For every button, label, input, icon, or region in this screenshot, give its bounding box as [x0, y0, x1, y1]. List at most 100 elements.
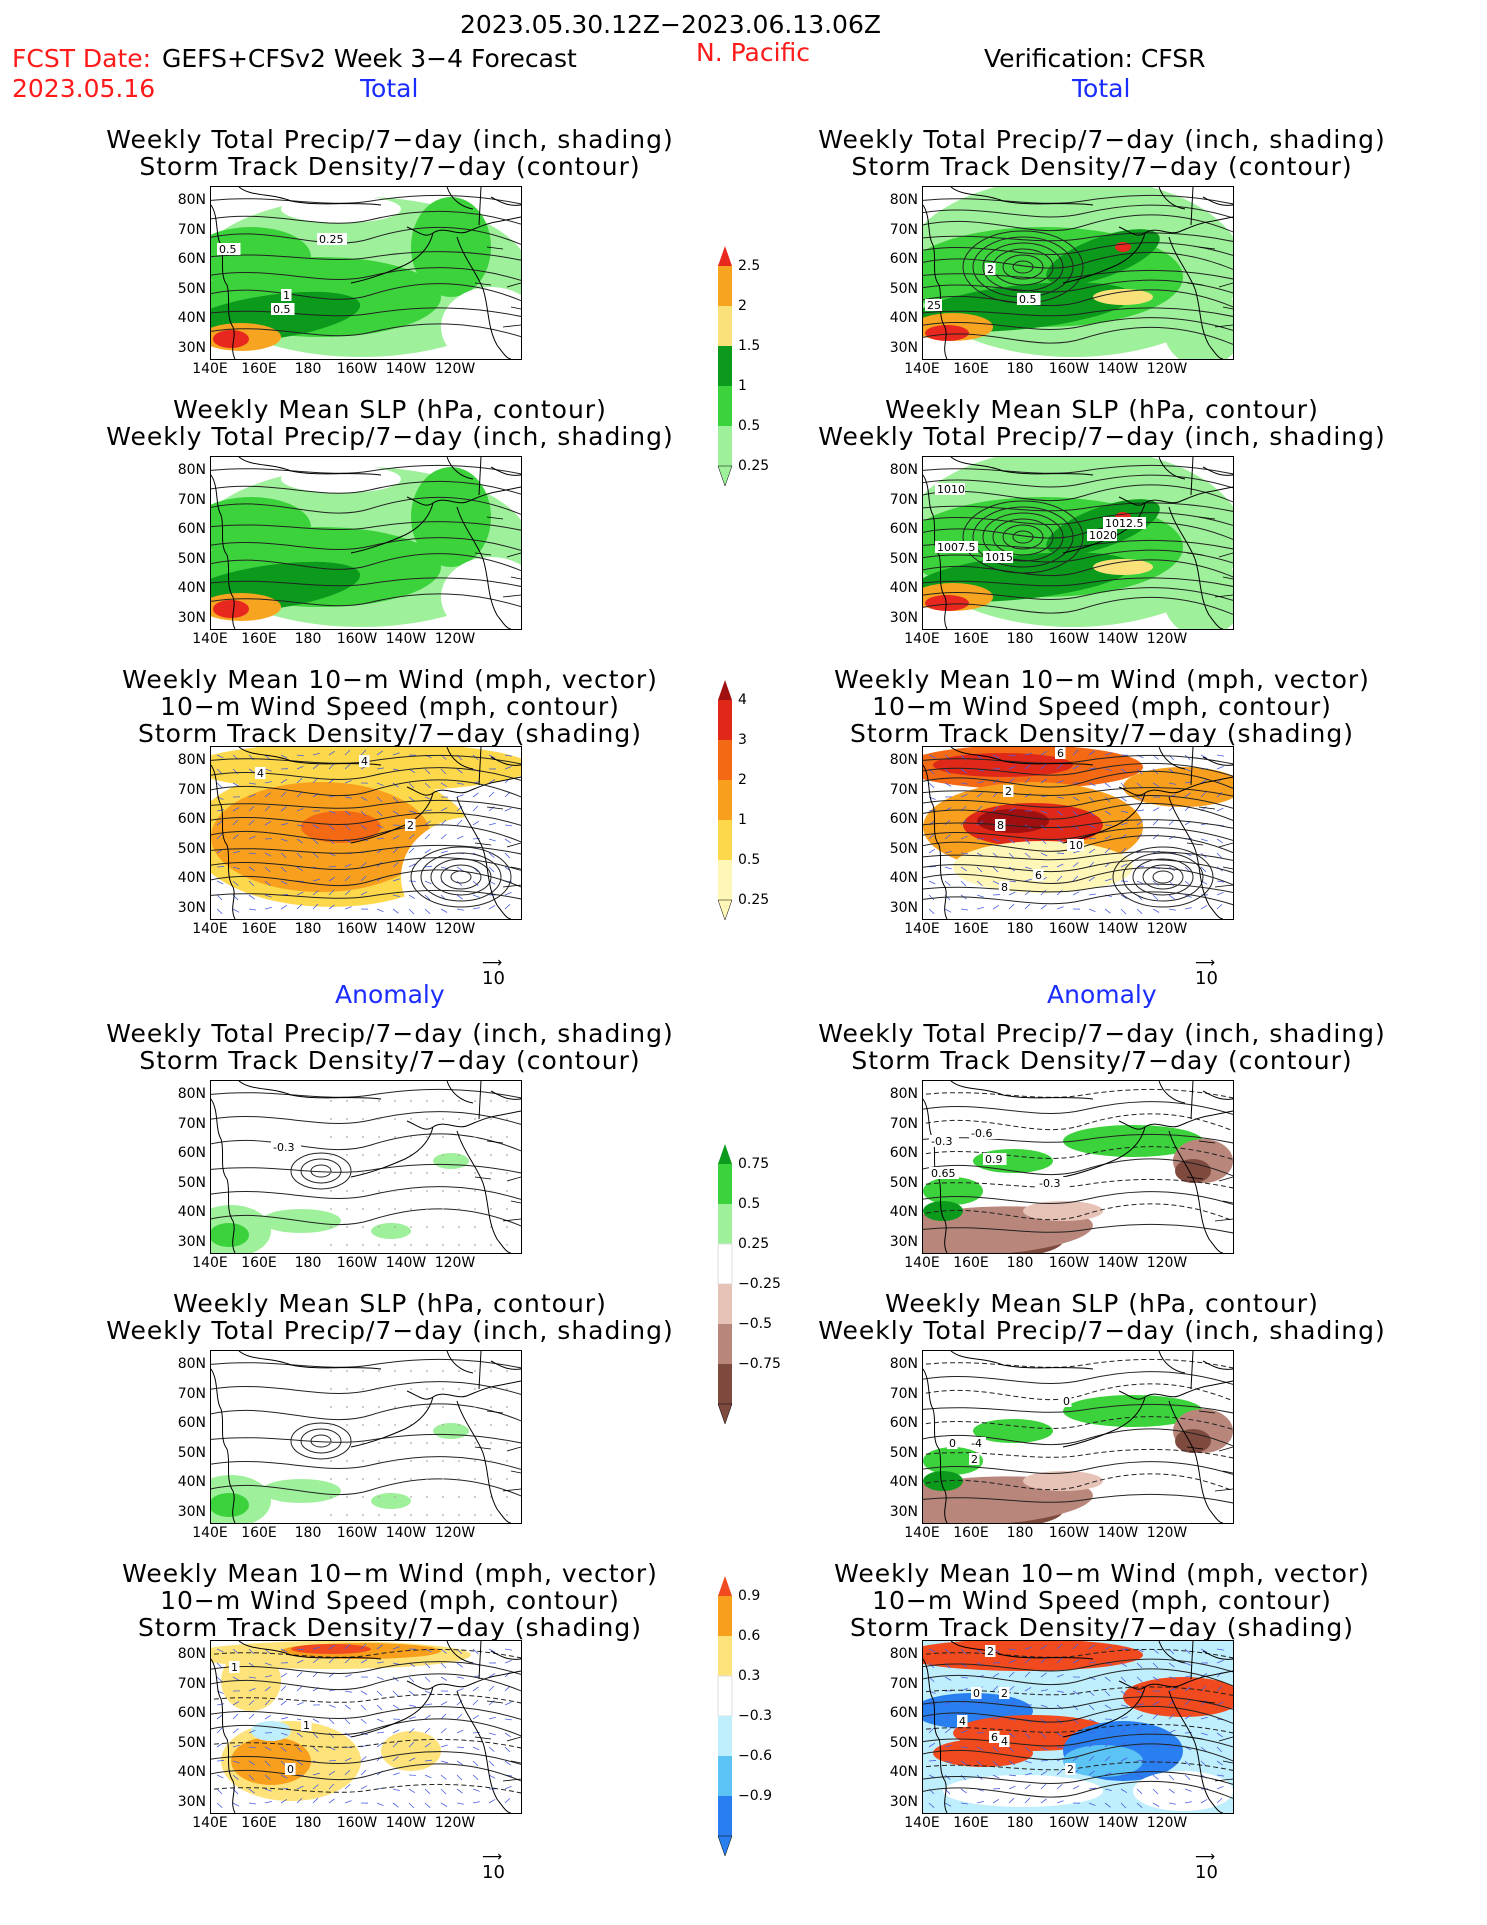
colorbar-svg — [717, 680, 733, 921]
contour-label-bg — [285, 1763, 296, 1775]
contour-label: 0.5 — [1019, 293, 1037, 306]
lat-tick-label: 70N — [177, 1385, 206, 1402]
contour-line — [211, 496, 521, 516]
contour-label: 4 — [959, 1715, 966, 1728]
contour-line — [211, 1163, 521, 1174]
contour-line — [923, 464, 1233, 475]
lat-tick-label: 40N — [889, 310, 918, 326]
lon-tick-label: 180 — [294, 631, 322, 647]
lon-tick-label: 120W — [1146, 1815, 1188, 1831]
contour-line — [1142, 864, 1184, 890]
coastline — [211, 1351, 521, 1523]
lon-tick-label: 160E — [953, 631, 989, 647]
contour-label: 10 — [1069, 839, 1083, 852]
contour-label: 6 — [991, 1731, 998, 1744]
contour-label-bg — [971, 1687, 982, 1699]
contour-line — [923, 827, 1233, 841]
section-total-left: Total — [360, 74, 419, 103]
contour-label-bg — [229, 1661, 240, 1673]
contour-line — [211, 1186, 521, 1200]
shading-region — [251, 1721, 291, 1741]
contour-label: 0 — [949, 1437, 956, 1450]
title-p5R: Weekly Mean SLP (hPa, contour) Weekly Tot… — [818, 1289, 1386, 1345]
title-p4R: Weekly Total Precip/7−day (inch, shading… — [818, 1019, 1386, 1075]
lon-tick-label: 160E — [953, 921, 989, 937]
lat-tick-label: 80N — [889, 1356, 918, 1372]
lon-tick-label: 140E — [192, 1255, 228, 1271]
contour-line — [923, 1648, 1233, 1659]
contour-line — [923, 214, 1233, 233]
lon-tick-label: 160W — [336, 631, 378, 647]
contour-line — [211, 1751, 521, 1765]
lat-tick-label: 60N — [177, 521, 206, 537]
map-panel-slp-anomaly-verification: 0 -4 0 2 — [922, 1350, 1234, 1524]
contour-line — [923, 1428, 1233, 1447]
map-canvas — [211, 457, 521, 629]
contour-line — [420, 852, 502, 902]
contour-line — [211, 226, 521, 246]
lon-tick-label: 160W — [336, 361, 378, 377]
contour-label-bg — [985, 1645, 996, 1657]
lat-tick-label: 80N — [177, 192, 206, 208]
lat-tick-label: 40N — [889, 1204, 918, 1220]
lat-tick-label: 50N — [889, 280, 918, 297]
contour-label-bg — [271, 1141, 301, 1153]
title-p5L: Weekly Mean SLP (hPa, contour) Weekly Tot… — [106, 1289, 674, 1345]
lat-tick-label: 50N — [889, 550, 918, 567]
lon-tick-label: 160W — [336, 1815, 378, 1831]
lat-tick-label: 70N — [889, 491, 918, 508]
lat-tick-label: 60N — [177, 1415, 206, 1431]
map-panel-wind-anomaly-forecast: 1 1 0 — [210, 1640, 522, 1814]
contour-label-bg — [989, 1731, 1000, 1743]
contour-label: -0.3 — [931, 1135, 952, 1148]
shading-region — [291, 1644, 371, 1654]
colorbar-label: 0.5 — [738, 1196, 761, 1212]
contour-line — [923, 1658, 1233, 1673]
contour-line — [923, 851, 1233, 861]
contour-label: 0.65 — [931, 1167, 956, 1180]
colorbar-top-arrow — [718, 680, 732, 700]
lat-tick-label: 40N — [889, 870, 918, 886]
shading-region — [211, 1223, 249, 1247]
lat-tick-label: 60N — [177, 1145, 206, 1161]
contour-line — [923, 1403, 1233, 1414]
lat-tick-label: 70N — [889, 221, 918, 238]
colorbar-label: 0.5 — [738, 418, 761, 434]
lat-tick-label: 60N — [177, 251, 206, 267]
contour-label: 25 — [927, 299, 941, 312]
lon-tick-label: 120W — [1146, 631, 1188, 647]
contour-line — [923, 587, 1233, 601]
model-name: GEFS+CFSv2 Week 3−4 Forecast — [162, 44, 577, 73]
lat-tick-label: 30N — [889, 1503, 918, 1520]
shading-region — [441, 287, 521, 359]
contour-line — [923, 559, 1233, 578]
lon-tick-label: 160W — [1048, 631, 1090, 647]
contour-line — [211, 593, 521, 608]
lon-tick-label: 160W — [336, 1525, 378, 1541]
wind-vectors — [928, 1643, 1224, 1809]
lat-tick-label: 30N — [177, 609, 206, 626]
contour-label-bg — [969, 1437, 986, 1449]
map-panel-wind-total-forecast: 4 4 2 — [210, 746, 522, 920]
colorbar-segment — [718, 700, 732, 740]
lat-tick-label: 40N — [177, 580, 206, 596]
lon-tick-label: 180 — [1006, 361, 1034, 377]
contour-line — [923, 326, 1233, 346]
shading-region — [371, 1493, 411, 1509]
contour-line — [923, 787, 1233, 797]
title-p6L: Weekly Mean 10−m Wind (mph, vector) 10−m … — [122, 1559, 658, 1642]
contour-label-bg — [957, 1715, 968, 1727]
colorbar-label: −0.9 — [738, 1788, 772, 1804]
contour-label-bg — [929, 1167, 959, 1179]
lat-tick-label: 30N — [889, 1233, 918, 1250]
colorbar-segment — [718, 1796, 732, 1836]
lon-tick-label: 140E — [192, 1815, 228, 1831]
contour-line — [211, 464, 521, 475]
contour-label: 2 — [1067, 1763, 1074, 1776]
shading-region — [211, 1493, 249, 1517]
contour-line — [923, 1371, 1233, 1385]
lon-tick-label: 120W — [1146, 1525, 1188, 1541]
colorbar-top-arrow — [718, 246, 732, 266]
lon-tick-label: 140E — [904, 361, 940, 377]
contour-label-bg — [983, 551, 1013, 563]
